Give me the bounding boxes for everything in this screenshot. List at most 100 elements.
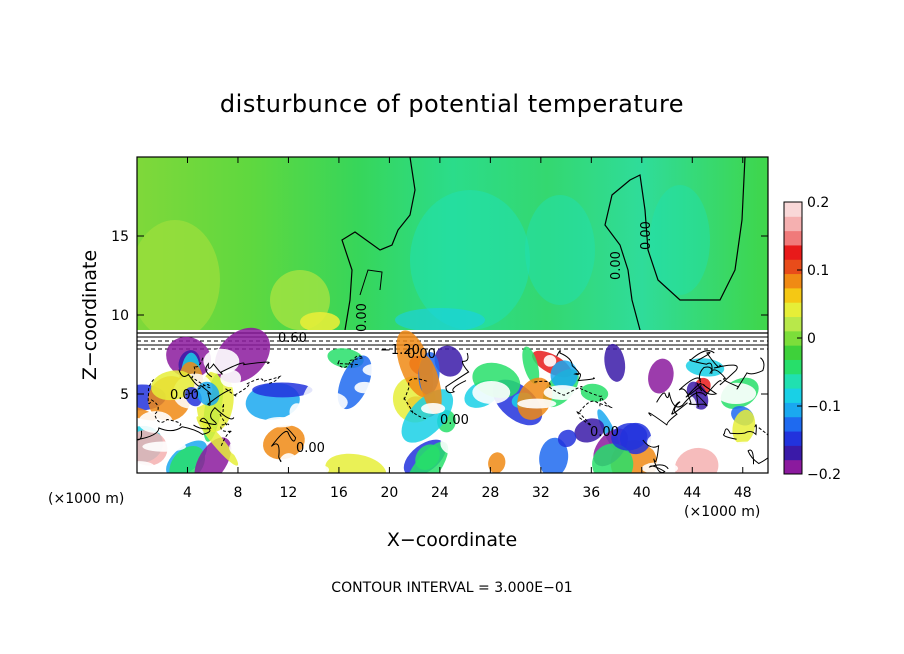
colorbar-ticks: 0.2 0.1 0 −0.1 −0.2 bbox=[797, 195, 841, 483]
colorbar-segment bbox=[784, 302, 802, 318]
contour-line bbox=[747, 449, 768, 465]
eddy-patch bbox=[488, 452, 506, 473]
x-unit-left: (×1000 m) bbox=[48, 491, 124, 507]
contour-label: 0.00 bbox=[296, 441, 325, 456]
eddy-patch bbox=[715, 382, 757, 405]
eddy-patch bbox=[580, 383, 609, 402]
eddy-patch bbox=[738, 452, 758, 465]
x-tick-label: 36 bbox=[582, 485, 600, 501]
contour-label: 0.00 bbox=[407, 347, 436, 362]
colorbar-tick-label: −0.1 bbox=[807, 399, 841, 415]
eddy-patch bbox=[169, 445, 206, 473]
lower-contours bbox=[137, 350, 768, 473]
contour-label: 0.60 bbox=[278, 331, 307, 346]
contour-line bbox=[656, 380, 722, 408]
eddy-patch bbox=[641, 462, 679, 473]
cool-patch bbox=[395, 308, 485, 332]
eddy-patch bbox=[289, 403, 305, 422]
contour-label: 0.00 bbox=[590, 425, 619, 440]
eddy-patch bbox=[415, 444, 440, 470]
contour-line bbox=[205, 361, 270, 378]
eddy-patch bbox=[472, 380, 511, 404]
colorbar-segment bbox=[784, 244, 802, 260]
x-tick-label: 20 bbox=[380, 485, 398, 501]
colorbar-segment bbox=[784, 431, 802, 446]
eddy-patch bbox=[137, 461, 156, 473]
x-axis-label: X−coordinate bbox=[387, 529, 517, 551]
eddy-patch bbox=[264, 417, 296, 428]
eddy-patch bbox=[611, 423, 648, 451]
contour-line bbox=[709, 357, 765, 390]
eddy-patch bbox=[557, 429, 577, 448]
eddy-patch bbox=[604, 343, 626, 382]
x-unit-right: (×1000 m) bbox=[684, 504, 760, 520]
contour-line bbox=[219, 403, 233, 446]
eddy-patch bbox=[419, 355, 442, 414]
colorbar-segment bbox=[784, 402, 802, 418]
eddy-patch bbox=[138, 411, 173, 433]
x-tick-label: 48 bbox=[734, 485, 752, 501]
eddy-patch bbox=[725, 441, 768, 455]
colorbar-segment bbox=[784, 330, 802, 346]
colorbar-segment bbox=[784, 445, 802, 461]
eddy-patch bbox=[550, 360, 578, 390]
eddy-patch bbox=[522, 346, 540, 384]
y-axis-ticks: 5 10 15 bbox=[111, 229, 768, 403]
colorbar-segment bbox=[784, 359, 802, 375]
contour-label: −1.20 bbox=[380, 343, 420, 358]
cool-patch bbox=[410, 190, 530, 330]
eddy-patch bbox=[252, 382, 313, 398]
eddy-patch bbox=[434, 345, 463, 377]
eddy-patch bbox=[316, 465, 330, 473]
contour-line bbox=[225, 374, 282, 397]
contour-line bbox=[270, 427, 297, 463]
eddy-patch bbox=[362, 363, 392, 377]
colorbar-segment bbox=[784, 230, 802, 246]
x-tick-label: 16 bbox=[330, 485, 348, 501]
warm-patch bbox=[137, 220, 220, 340]
colorbar-segment bbox=[784, 373, 802, 389]
x-tick-label: 32 bbox=[532, 485, 550, 501]
colorbar-segment bbox=[784, 388, 802, 403]
contour-label: 0.00 bbox=[355, 303, 370, 332]
eddy-patch bbox=[592, 443, 634, 473]
chart-title: disturbunce of potential temperature bbox=[220, 90, 684, 118]
contour-line bbox=[534, 380, 603, 407]
eddy-patch bbox=[354, 381, 375, 394]
eddy-patch bbox=[339, 425, 370, 450]
contour-line bbox=[556, 350, 595, 382]
contour-line bbox=[723, 424, 757, 440]
eddy-patch bbox=[674, 447, 719, 473]
x-tick-label: 4 bbox=[183, 485, 192, 501]
eddy-patch bbox=[440, 431, 472, 456]
contour-interval-note: CONTOUR INTERVAL = 3.000E−01 bbox=[331, 580, 572, 596]
contour-label: 0.00 bbox=[170, 388, 199, 403]
eddy-patch bbox=[543, 385, 582, 400]
contour-line bbox=[648, 401, 688, 426]
eddy-patch bbox=[573, 354, 590, 369]
colorbar-tick-label: 0 bbox=[807, 331, 816, 347]
contour-line bbox=[359, 269, 383, 296]
colorbar-segment bbox=[784, 273, 802, 289]
colorbar-segment bbox=[784, 416, 802, 432]
contour-line bbox=[678, 377, 708, 408]
eddy-patch bbox=[325, 453, 387, 473]
eddy-patch bbox=[306, 391, 348, 414]
eddy-patch bbox=[647, 432, 682, 453]
colorbar-segment bbox=[784, 287, 802, 303]
colorbar-segment bbox=[784, 202, 802, 217]
contour-line bbox=[689, 350, 715, 383]
contour-line bbox=[604, 157, 746, 331]
eddy-patch bbox=[539, 437, 569, 473]
eddy-patch bbox=[421, 403, 446, 414]
colorbar-tick-label: −0.2 bbox=[807, 467, 841, 483]
plot-field bbox=[137, 157, 768, 473]
contour-line bbox=[403, 378, 428, 420]
colorbar-segment bbox=[784, 459, 802, 475]
contour-line bbox=[695, 352, 738, 386]
contour-line bbox=[576, 397, 613, 427]
x-tick-label: 8 bbox=[233, 485, 242, 501]
y-tick-label: 5 bbox=[120, 387, 129, 403]
eddy-patch bbox=[648, 358, 674, 394]
